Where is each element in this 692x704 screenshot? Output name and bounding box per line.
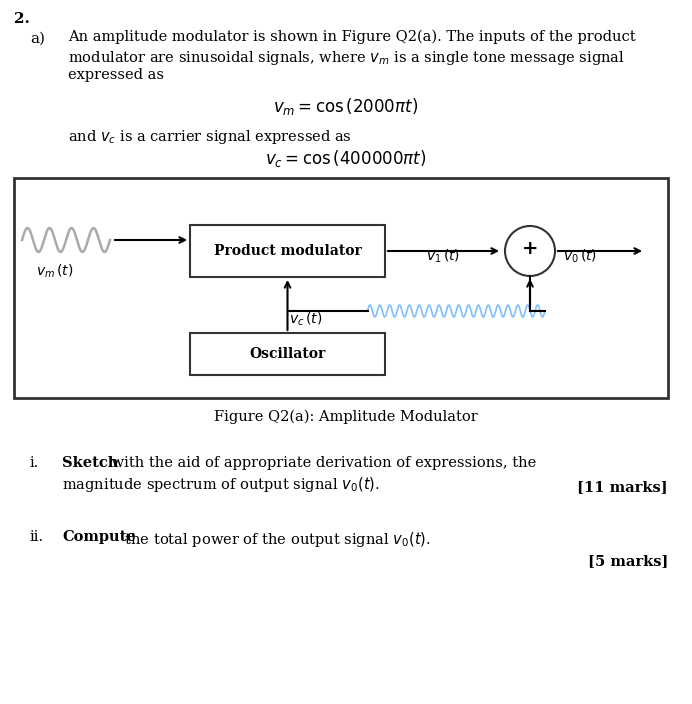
Text: Sketch: Sketch (62, 456, 118, 470)
Text: expressed as: expressed as (68, 68, 164, 82)
Text: a): a) (30, 32, 45, 46)
Text: $v_1\,(t)$: $v_1\,(t)$ (426, 248, 460, 265)
Text: the total power of the output signal $v_0(t)$.: the total power of the output signal $v_… (120, 530, 430, 549)
Text: modulator are sinusoidal signals, where $v_m$ is a single tone message signal: modulator are sinusoidal signals, where … (68, 49, 625, 67)
Bar (190, 333, 385, 375)
Text: 2.: 2. (14, 12, 30, 26)
Text: $v_0\,(t)$: $v_0\,(t)$ (563, 248, 597, 265)
Text: $v_c = \mathrm{cos}\,(400000\pi t)$: $v_c = \mathrm{cos}\,(400000\pi t)$ (265, 148, 427, 169)
Text: [11 marks]: [11 marks] (577, 480, 668, 494)
Text: Oscillator: Oscillator (249, 347, 326, 361)
Bar (14, 178, 668, 398)
Text: Compute: Compute (62, 530, 136, 544)
Text: magnitude spectrum of output signal $v_0(t)$.: magnitude spectrum of output signal $v_0… (62, 475, 380, 494)
Text: Figure Q2(a): Amplitude Modulator: Figure Q2(a): Amplitude Modulator (214, 410, 478, 425)
Bar (190, 225, 385, 277)
Text: i.: i. (30, 456, 39, 470)
Text: Product modulator: Product modulator (214, 244, 361, 258)
Text: +: + (522, 240, 538, 258)
Text: with the aid of appropriate derivation of expressions, the: with the aid of appropriate derivation o… (107, 456, 536, 470)
Text: $v_m\,(t)$: $v_m\,(t)$ (36, 263, 73, 280)
Text: $v_c\,(t)$: $v_c\,(t)$ (289, 310, 322, 327)
Text: An amplitude modulator is shown in Figure Q2(a). The inputs of the product: An amplitude modulator is shown in Figur… (68, 30, 636, 44)
Text: ii.: ii. (30, 530, 44, 544)
Text: [5 marks]: [5 marks] (588, 554, 668, 568)
Text: and $v_c$ is a carrier signal expressed as: and $v_c$ is a carrier signal expressed … (68, 128, 352, 146)
Circle shape (505, 226, 555, 276)
Text: $v_m = \mathrm{cos}\,(2000\pi t)$: $v_m = \mathrm{cos}\,(2000\pi t)$ (273, 96, 419, 117)
